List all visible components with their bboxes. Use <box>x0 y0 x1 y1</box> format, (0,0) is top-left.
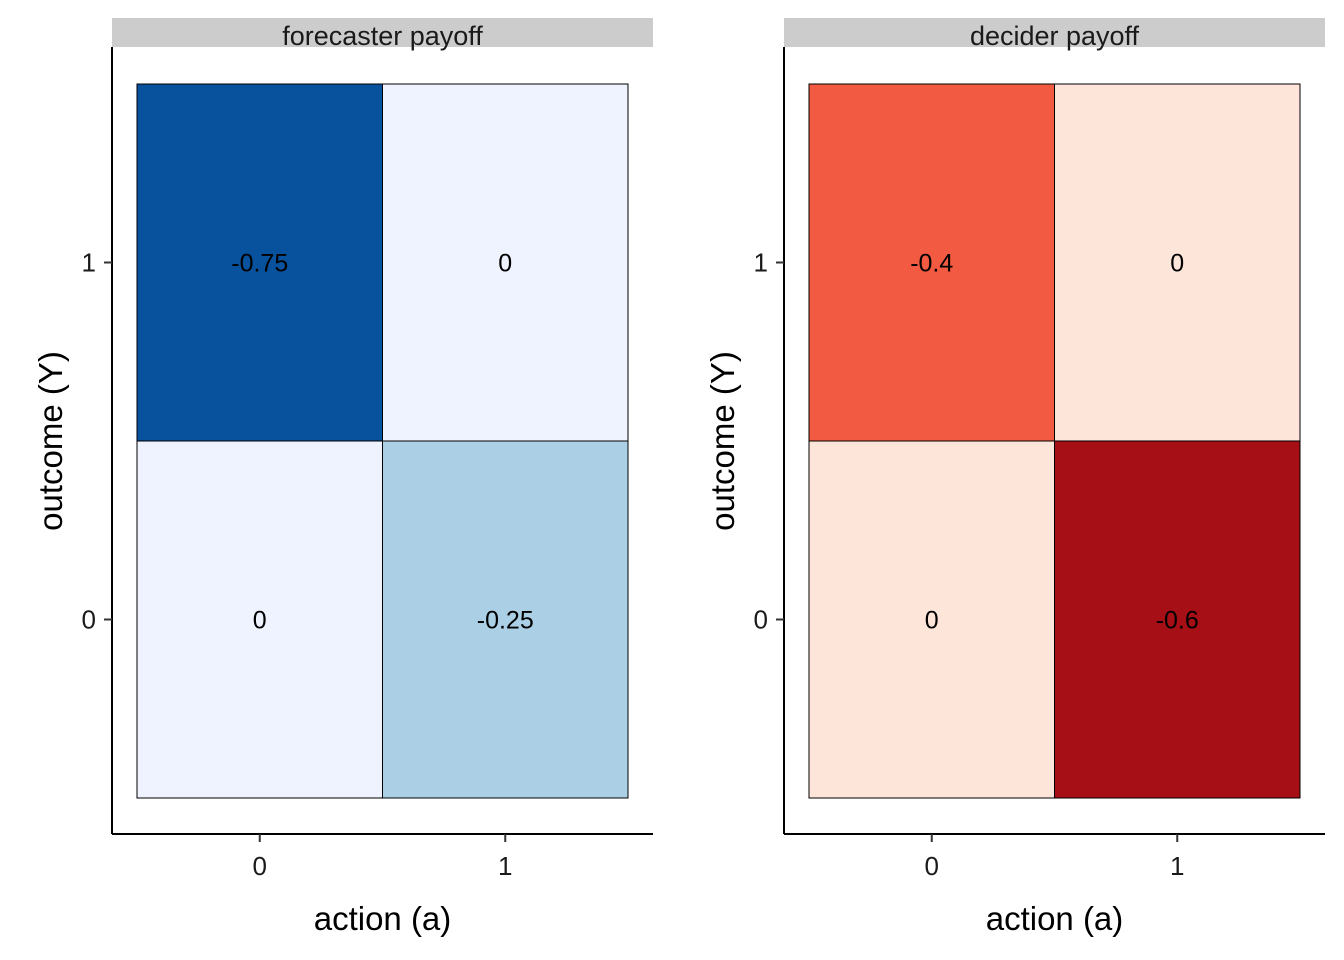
panel-1-x-tick-label-1: 1 <box>498 851 512 881</box>
panel-1-tile-label-x1-y1: 0 <box>498 250 512 278</box>
panel-1-x-tick-label-0: 0 <box>253 851 267 881</box>
panel-2-x-axis-title: action (a) <box>986 900 1124 937</box>
panel-2-x-tick-label-0: 0 <box>925 851 939 881</box>
panel-2-tile-label-x1-y0: -0.6 <box>1156 607 1199 635</box>
panel-1-tile-x1-y0 <box>382 440 629 799</box>
panel-2-tile-x0-y0 <box>808 440 1055 799</box>
panel-2-y-axis-title: outcome (Y) <box>704 351 741 531</box>
panel-1-y-axis-title: outcome (Y) <box>32 351 69 531</box>
panel-1-tile-x1-y1 <box>382 83 629 442</box>
panel-2-tile-x1-y0 <box>1054 440 1301 799</box>
panel-2-tile-label-x0-y1: -0.4 <box>910 250 953 278</box>
panel-1-strip <box>112 18 653 47</box>
panel-1-tile-label-x0-y0: 0 <box>253 607 267 635</box>
panel-1-tile-label-x1-y0: -0.25 <box>477 607 534 635</box>
panel-2-tile-label-x0-y0: 0 <box>925 607 939 635</box>
panel-1-y-tick-label-1: 1 <box>82 248 96 278</box>
panel-1-tile-x0-y0 <box>136 440 383 799</box>
panel-2-y-tick-label-1: 1 <box>754 248 768 278</box>
panel-2-strip-title: decider payoff <box>970 21 1140 51</box>
panel-2-tile-label-x1-y1: 0 <box>1170 250 1184 278</box>
panel-1-y-tick-label-0: 0 <box>82 605 96 635</box>
panel-2-y-tick-label-0: 0 <box>754 605 768 635</box>
panel-2-strip <box>784 18 1325 47</box>
panel-1-tile-x0-y1 <box>136 83 383 442</box>
panel-1-tile-label-x0-y1: -0.75 <box>231 250 288 278</box>
panel-2-x-tick-label-1: 1 <box>1170 851 1184 881</box>
panel-1-x-axis-title: action (a) <box>314 900 452 937</box>
panel-1-strip-title: forecaster payoff <box>282 21 483 51</box>
panel-2-tile-x0-y1 <box>808 83 1055 442</box>
